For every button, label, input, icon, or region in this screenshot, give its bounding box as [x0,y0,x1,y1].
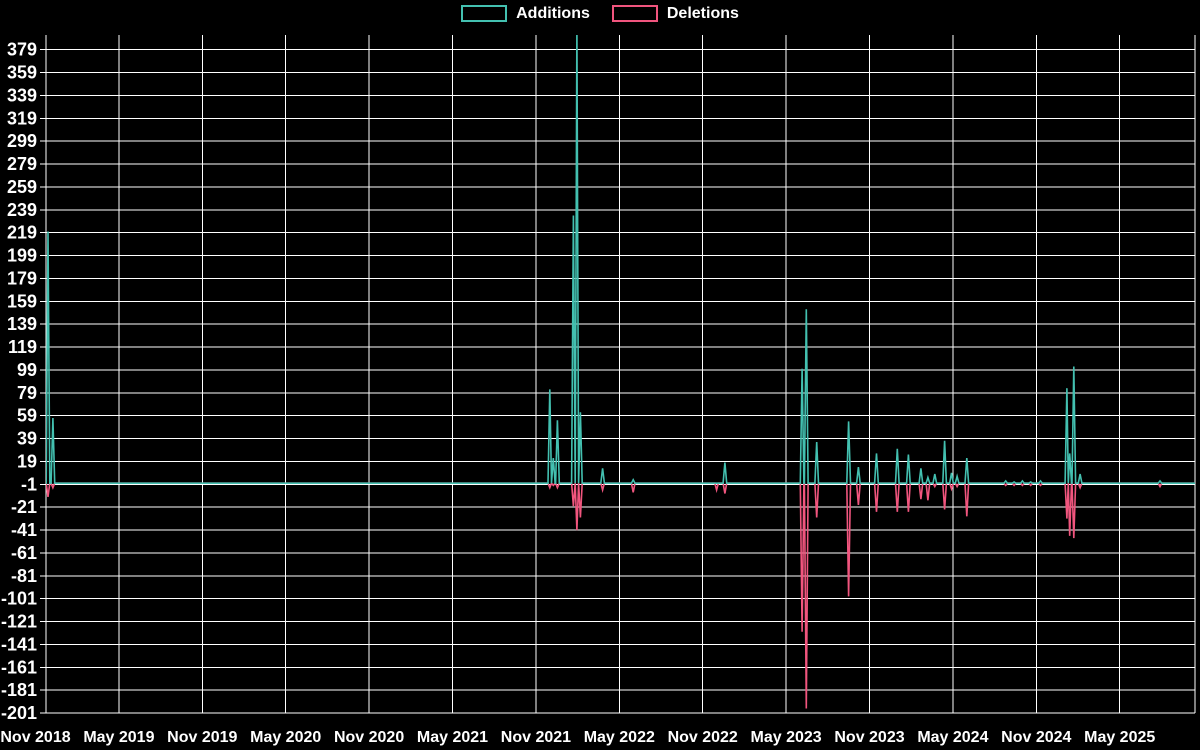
y-tick-label: -181 [1,680,37,700]
y-tick-label: 339 [7,85,37,105]
additions-legend-label: Additions [516,4,590,22]
x-tick-label: May 2021 [417,729,488,746]
y-tick-label: -141 [1,634,37,654]
y-tick-label: 139 [7,314,37,334]
chart-legend: Additions Deletions [0,5,1200,22]
y-tick-label: 379 [7,40,37,60]
y-tick-label: 199 [7,246,37,266]
x-tick-label: Nov 2023 [834,729,904,746]
y-tick-label: 279 [7,154,37,174]
x-tick-label: May 2022 [584,729,655,746]
y-tick-label: -41 [11,520,37,540]
x-tick-label: May 2019 [83,729,154,746]
deletions-swatch-icon [611,5,658,22]
y-tick-label: -161 [1,657,37,677]
y-tick-label: 359 [7,63,37,83]
y-tick-label: 179 [7,268,37,288]
legend-item-deletions: Deletions [611,4,739,22]
y-tick-label: 219 [7,223,37,243]
x-tick-label: Nov 2021 [501,729,571,746]
x-tick-label: Nov 2019 [167,729,237,746]
y-tick-label: 59 [17,406,37,426]
y-tick-label: 319 [7,108,37,128]
y-tick-label: 239 [7,200,37,220]
x-tick-label: May 2020 [250,729,321,746]
y-tick-label: 299 [7,131,37,151]
legend-item-additions: Additions [461,5,590,22]
x-tick-label: May 2025 [1084,729,1155,746]
y-tick-label: -201 [1,703,37,723]
y-tick-label: -121 [1,612,37,632]
x-tick-label: May 2024 [917,729,988,746]
y-tick-label: 99 [17,360,37,380]
y-tick-label: 19 [17,451,37,471]
additions-line [46,35,1195,485]
y-tick-label: -61 [11,543,37,563]
x-tick-label: Nov 2022 [668,729,738,746]
deletions-legend-label: Deletions [666,4,739,22]
y-tick-label: -1 [21,474,37,494]
grid [40,35,1196,714]
y-tick-label: 79 [17,383,37,403]
y-tick-label: -21 [11,497,37,517]
x-tick-label: Nov 2024 [1001,729,1071,746]
x-tick-label: Nov 2018 [0,729,70,746]
y-tick-label: -81 [11,566,37,586]
series-group [46,35,1195,709]
y-tick-label: 159 [7,291,37,311]
y-tick-label: 259 [7,177,37,197]
x-tick-label: Nov 2020 [334,729,404,746]
y-tick-label: 39 [17,429,37,449]
deletions-line [46,481,1195,709]
additions-swatch-icon [461,5,508,22]
x-tick-label: May 2023 [751,729,822,746]
y-tick-label: -101 [1,589,37,609]
y-tick-label: 119 [8,337,37,357]
